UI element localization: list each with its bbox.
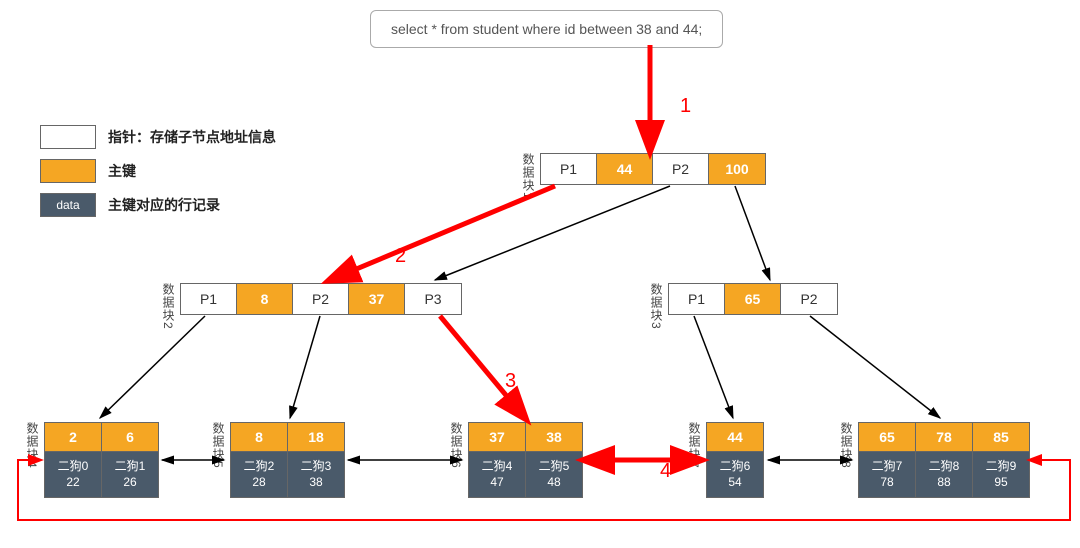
- block-label-1: 数据块1: [520, 153, 537, 200]
- legend-swatch: data: [40, 193, 96, 217]
- pointer-cell: P2: [781, 284, 837, 314]
- key-cell: 44: [597, 154, 653, 184]
- leaf-column: 8二狗228: [230, 422, 287, 498]
- step-label-4: 4: [660, 460, 671, 483]
- pointer-cell: P2: [293, 284, 349, 314]
- leaf-node: 44二狗654: [706, 422, 764, 498]
- leaf-key: 65: [859, 423, 915, 451]
- root-node: P144P2100: [540, 153, 766, 185]
- legend-label: 主键: [108, 161, 136, 181]
- leaf-key: 2: [45, 423, 101, 451]
- pointer-cell: P1: [541, 154, 597, 184]
- legend-row: 主键: [40, 159, 276, 183]
- block-label-7: 数据块7: [686, 422, 703, 469]
- internal-node-right: P165P2: [668, 283, 838, 315]
- legend-swatch: [40, 159, 96, 183]
- internal-node-left: P18P237P3: [180, 283, 462, 315]
- leaf-node: 2二狗0226二狗126: [44, 422, 159, 498]
- leaf-data: 二狗338: [288, 451, 344, 497]
- leaf-column: 37二狗447: [468, 422, 525, 498]
- leaf-data: 二狗654: [707, 451, 763, 497]
- leaf-column: 65二狗778: [858, 422, 915, 498]
- legend-label: 指针：存储子节点地址信息: [108, 127, 276, 147]
- pointer-cell: P3: [405, 284, 461, 314]
- sql-query-text: select * from student where id between 3…: [391, 21, 702, 37]
- key-cell: 100: [709, 154, 765, 184]
- block-label-8: 数据块8: [838, 422, 855, 469]
- leaf-data: 二狗126: [102, 451, 158, 497]
- leaf-data: 二狗447: [469, 451, 525, 497]
- leaf-key: 44: [707, 423, 763, 451]
- leaf-column: 78二狗888: [915, 422, 972, 498]
- step-label-1: 1: [680, 95, 691, 118]
- block-label-4: 数据块4: [24, 422, 41, 469]
- leaf-column: 85二狗995: [972, 422, 1030, 498]
- leaf-data: 二狗548: [526, 451, 582, 497]
- leaf-key: 6: [102, 423, 158, 451]
- sql-query-box: select * from student where id between 3…: [370, 10, 723, 48]
- leaf-node: 37二狗44738二狗548: [468, 422, 583, 498]
- pointer-cell: P2: [653, 154, 709, 184]
- leaf-data: 二狗022: [45, 451, 101, 497]
- block-label-3: 数据块3: [648, 283, 665, 330]
- leaf-data: 二狗995: [973, 451, 1029, 497]
- legend-row: 指针：存储子节点地址信息: [40, 125, 276, 149]
- key-cell: 8: [237, 284, 293, 314]
- leaf-column: 38二狗548: [525, 422, 583, 498]
- leaf-node: 65二狗77878二狗88885二狗995: [858, 422, 1030, 498]
- key-cell: 65: [725, 284, 781, 314]
- legend-label: 主键对应的行记录: [108, 195, 220, 215]
- leaf-column: 44二狗654: [706, 422, 764, 498]
- block-label-5: 数据块5: [210, 422, 227, 469]
- leaf-data: 二狗888: [916, 451, 972, 497]
- leaf-node: 8二狗22818二狗338: [230, 422, 345, 498]
- leaf-key: 37: [469, 423, 525, 451]
- legend-row: data 主键对应的行记录: [40, 193, 276, 217]
- key-cell: 37: [349, 284, 405, 314]
- legend-swatch: [40, 125, 96, 149]
- leaf-key: 85: [973, 423, 1029, 451]
- block-label-6: 数据块6: [448, 422, 465, 469]
- leaf-column: 6二狗126: [101, 422, 159, 498]
- leaf-key: 18: [288, 423, 344, 451]
- pointer-cell: P1: [669, 284, 725, 314]
- leaf-key: 8: [231, 423, 287, 451]
- leaf-key: 38: [526, 423, 582, 451]
- block-label-2: 数据块2: [160, 283, 177, 330]
- step-label-2: 2: [395, 245, 406, 268]
- step-label-3: 3: [505, 370, 516, 393]
- pointer-cell: P1: [181, 284, 237, 314]
- leaf-column: 18二狗338: [287, 422, 345, 498]
- legend: 指针：存储子节点地址信息主键 data 主键对应的行记录: [40, 125, 276, 227]
- leaf-key: 78: [916, 423, 972, 451]
- leaf-data: 二狗778: [859, 451, 915, 497]
- leaf-column: 2二狗022: [44, 422, 101, 498]
- leaf-data: 二狗228: [231, 451, 287, 497]
